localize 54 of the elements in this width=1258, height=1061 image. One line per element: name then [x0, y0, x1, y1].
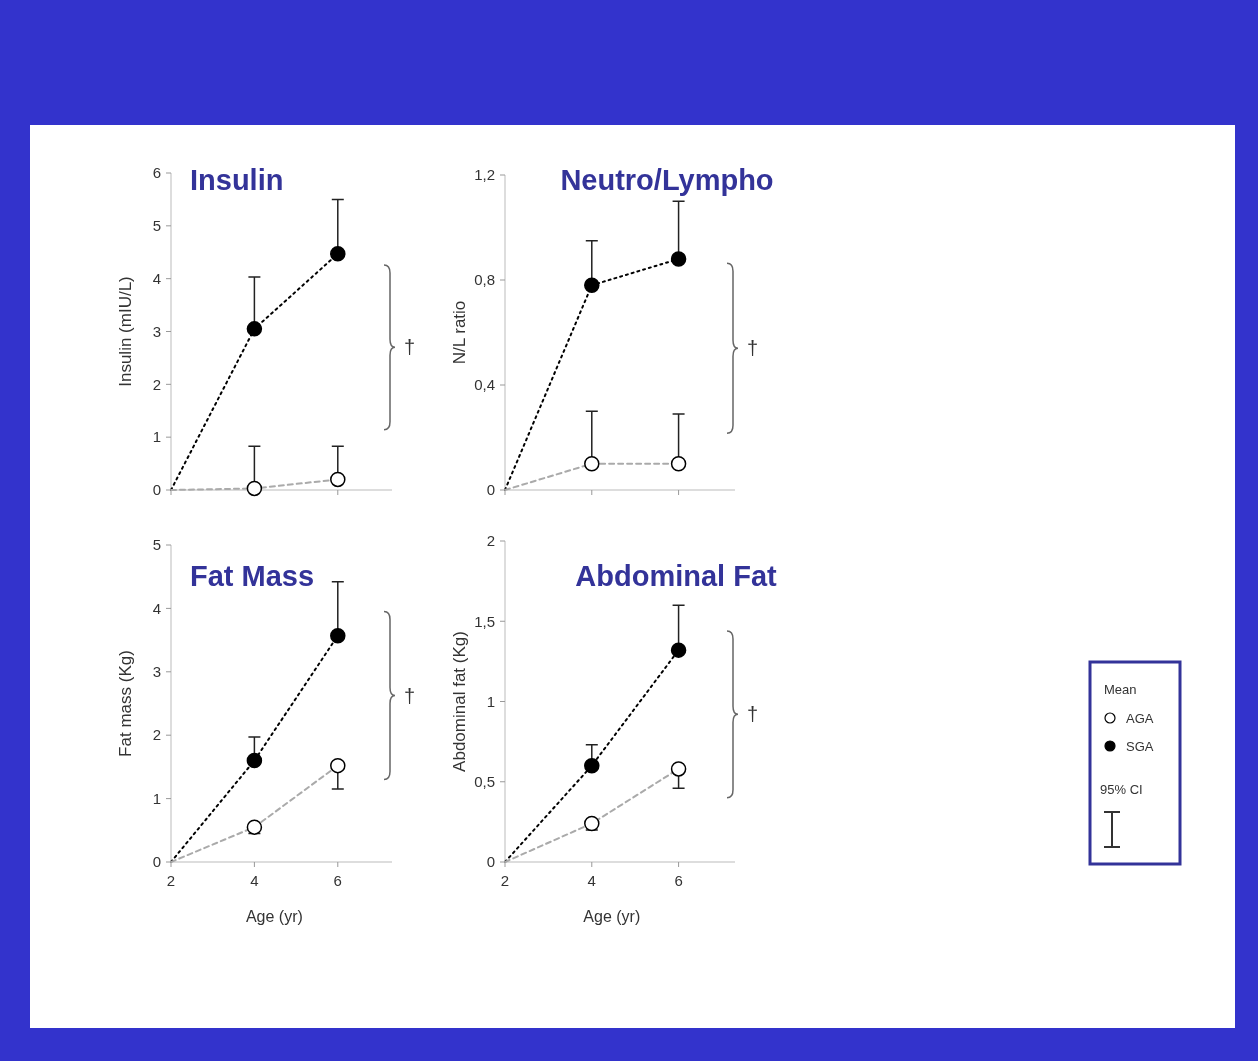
y-tick-label: 1: [152, 789, 161, 807]
x-tick-label: 2: [500, 872, 510, 889]
y-tick-label: 2: [486, 532, 495, 550]
point: [330, 246, 346, 262]
text: †: [747, 337, 759, 360]
text: Abdominal Fat: [575, 560, 778, 592]
text: Fat Mass: [190, 560, 315, 592]
x-tick-label: 2: [166, 872, 176, 889]
y-tick-label: 1: [152, 428, 161, 446]
y-axis-title: Insulin (mIU/L): [116, 276, 135, 387]
legend-title: Mean: [1104, 682, 1137, 697]
x-tick-label: 4: [587, 872, 596, 889]
y-tick-label: 3: [152, 322, 161, 340]
y-tick-label: 0: [152, 853, 161, 871]
x-tick-label: 4: [250, 872, 259, 889]
text: †: [404, 336, 416, 359]
y-tick-label: 4: [152, 599, 161, 617]
y-tick-label: 0: [152, 481, 161, 499]
point: [670, 642, 687, 658]
y-tick-label: 3: [152, 663, 161, 681]
y-tick-label: 5: [152, 217, 161, 235]
point: [584, 757, 600, 774]
point: [584, 277, 600, 293]
point: [246, 752, 263, 769]
text: 95% CI: [1100, 782, 1143, 797]
y-axis-title: Fat mass (Kg): [116, 650, 135, 757]
y-tick-label: 0: [486, 481, 495, 499]
text: †: [747, 703, 759, 726]
legend-label: SGA: [1126, 738, 1154, 754]
point: [246, 321, 263, 337]
y-tick-label: 0,8: [474, 271, 495, 289]
chart-title: Neutro/Lympho: [560, 164, 774, 196]
chart-title: Insulin: [190, 164, 284, 196]
y-tick-label: 0: [486, 853, 495, 871]
point: [330, 627, 346, 644]
y-tick-label: 2: [152, 375, 161, 393]
x-tick-label: 6: [674, 872, 683, 889]
y-tick-label: 1,2: [474, 166, 495, 184]
y-tick-label: 6: [152, 164, 161, 182]
y-tick-label: 4: [152, 269, 161, 287]
y-tick-label: 1: [486, 692, 495, 710]
y-tick-label: 5: [152, 536, 161, 554]
y-tick-label: 0,4: [474, 376, 495, 394]
x-axis-title: Age (yr): [583, 908, 641, 925]
text: †: [404, 684, 416, 707]
y-axis-title: N/L ratio: [450, 300, 469, 365]
legend-label: AGA: [1126, 710, 1154, 726]
y-tick-label: 2: [152, 726, 161, 744]
y-tick-label: 0,5: [474, 773, 495, 790]
point: [670, 251, 687, 267]
x-tick-label: 6: [333, 872, 342, 889]
y-axis-title: Abdominal fat (Kg): [450, 631, 469, 772]
x-axis-title: Age (yr): [245, 908, 303, 925]
y-tick-label: 1,5: [474, 612, 495, 630]
